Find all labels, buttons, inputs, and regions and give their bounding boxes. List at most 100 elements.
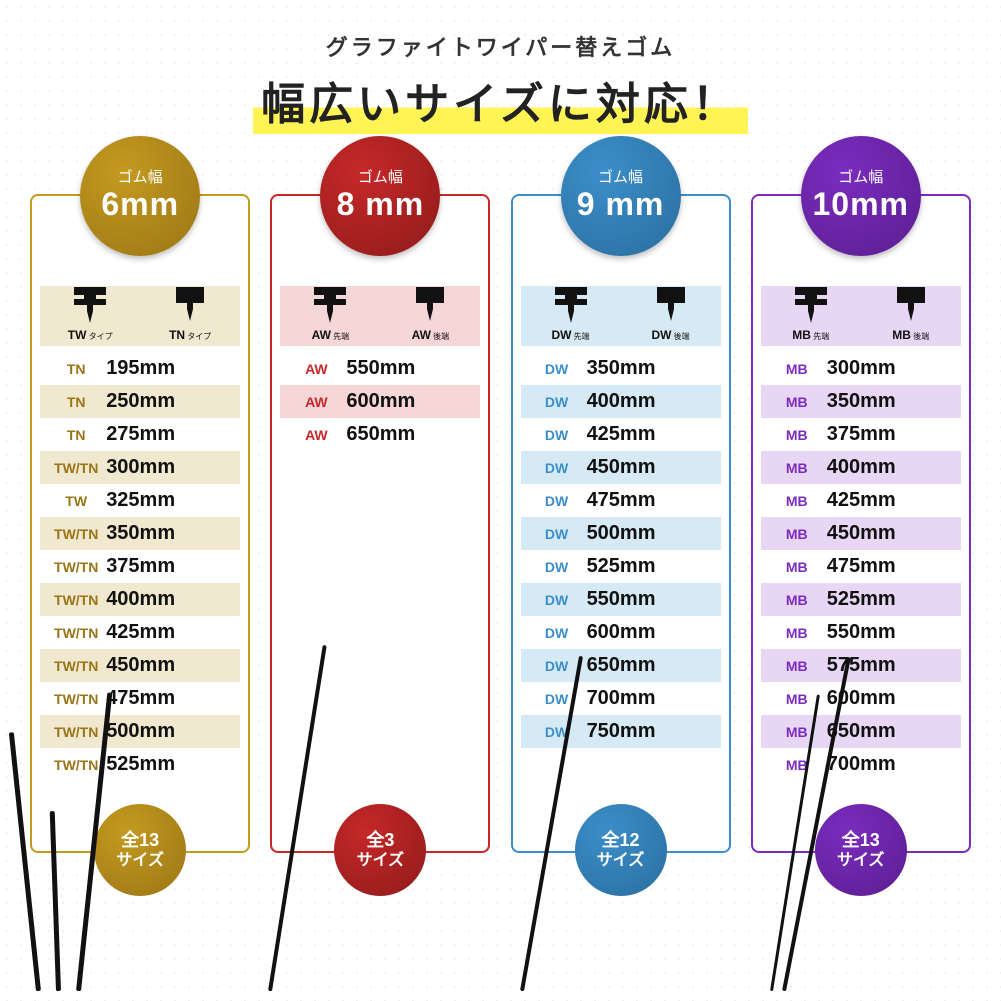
size-row: DW600mm: [521, 616, 721, 649]
count-sub: サイズ: [94, 851, 186, 870]
profile-shapes: MB 先端MB 後端: [761, 286, 961, 346]
size-row: TW/TN300mm: [40, 451, 240, 484]
size-row: MB300mm: [761, 352, 961, 385]
shape-label: DW 後端: [621, 328, 721, 342]
size-row: DW650mm: [521, 649, 721, 682]
row-prefix: MB: [767, 427, 827, 443]
row-value: 550mm: [587, 588, 715, 611]
row-value: 450mm: [587, 456, 715, 479]
row-value: 600mm: [827, 687, 955, 710]
size-row: DW750mm: [521, 715, 721, 748]
size-rows: TN195mmTN250mmTN275mmTW/TN300mmTW325mmTW…: [40, 352, 240, 781]
row-prefix: MB: [767, 394, 827, 410]
count-sub: サイズ: [815, 851, 907, 870]
width-badge: ゴム幅6mm: [80, 136, 200, 256]
row-value: 400mm: [106, 588, 234, 611]
profile-shape: DW 先端: [521, 285, 621, 342]
row-value: 425mm: [106, 621, 234, 644]
size-row: DW550mm: [521, 583, 721, 616]
size-rows: AW550mmAW600mmAW650mm: [280, 352, 480, 451]
row-value: 475mm: [587, 489, 715, 512]
row-prefix: DW: [527, 427, 587, 443]
row-prefix: TW: [46, 493, 106, 509]
row-prefix: TW/TN: [46, 691, 106, 707]
size-row: AW600mm: [280, 385, 480, 418]
shape-label: MB 先端: [761, 328, 861, 342]
row-value: 525mm: [827, 588, 955, 611]
row-prefix: TW/TN: [46, 592, 106, 608]
profile-shape: MB 後端: [861, 285, 961, 342]
size-row: MB475mm: [761, 550, 961, 583]
row-value: 250mm: [106, 390, 234, 413]
size-row: MB400mm: [761, 451, 961, 484]
size-row: DW500mm: [521, 517, 721, 550]
row-value: 450mm: [106, 654, 234, 677]
row-prefix: DW: [527, 394, 587, 410]
size-column: ゴム幅8 mmAW 先端AW 後端AW550mmAW600mmAW650mm全3…: [270, 194, 490, 853]
row-value: 650mm: [587, 654, 715, 677]
row-prefix: MB: [767, 724, 827, 740]
badge-size: 9 mm: [561, 186, 681, 223]
count-badge: 全3サイズ: [334, 804, 426, 896]
size-row: DW425mm: [521, 418, 721, 451]
row-prefix: MB: [767, 658, 827, 674]
row-prefix: TW/TN: [46, 559, 106, 575]
row-prefix: DW: [527, 724, 587, 740]
size-column: ゴム幅10mmMB 先端MB 後端MB300mmMB350mmMB375mmMB…: [751, 194, 971, 853]
row-value: 475mm: [827, 555, 955, 578]
row-prefix: TN: [46, 361, 106, 377]
row-prefix: TW/TN: [46, 526, 106, 542]
count: 全12: [575, 830, 667, 852]
row-value: 425mm: [587, 423, 715, 446]
badge-label: ゴム幅: [320, 169, 440, 186]
row-prefix: DW: [527, 691, 587, 707]
row-prefix: TN: [46, 427, 106, 443]
row-value: 700mm: [827, 753, 955, 776]
row-value: 195mm: [106, 357, 234, 380]
profile-shape: DW 後端: [621, 285, 721, 342]
size-row: TN275mm: [40, 418, 240, 451]
row-prefix: DW: [527, 526, 587, 542]
size-row: DW525mm: [521, 550, 721, 583]
shape-label: TN タイプ: [140, 328, 240, 342]
size-row: DW350mm: [521, 352, 721, 385]
size-row: MB525mm: [761, 583, 961, 616]
header: グラファイトワイパー替えゴム 幅広いサイズに対応！: [0, 0, 1001, 134]
row-value: 700mm: [587, 687, 715, 710]
count-sub: サイズ: [334, 851, 426, 870]
row-value: 525mm: [106, 753, 234, 776]
row-value: 375mm: [106, 555, 234, 578]
row-prefix: MB: [767, 493, 827, 509]
row-value: 450mm: [827, 522, 955, 545]
subtitle: グラファイトワイパー替えゴム: [0, 30, 1001, 62]
size-row: DW400mm: [521, 385, 721, 418]
count-sub: サイズ: [575, 851, 667, 870]
shape-label: AW 後端: [380, 328, 480, 342]
row-value: 550mm: [346, 357, 474, 380]
size-row: TN195mm: [40, 352, 240, 385]
row-value: 350mm: [587, 357, 715, 380]
size-row: TW/TN400mm: [40, 583, 240, 616]
count: 全13: [94, 830, 186, 852]
row-prefix: TW/TN: [46, 658, 106, 674]
badge-size: 6mm: [80, 186, 200, 223]
count-badge: 全13サイズ: [815, 804, 907, 896]
profile-shapes: TW タイプTN タイプ: [40, 286, 240, 346]
size-row: MB550mm: [761, 616, 961, 649]
profile-shapes: DW 先端DW 後端: [521, 286, 721, 346]
size-row: TW325mm: [40, 484, 240, 517]
row-prefix: DW: [527, 592, 587, 608]
row-value: 300mm: [827, 357, 955, 380]
row-prefix: DW: [527, 625, 587, 641]
size-row: MB425mm: [761, 484, 961, 517]
row-value: 300mm: [106, 456, 234, 479]
size-row: MB575mm: [761, 649, 961, 682]
row-prefix: DW: [527, 559, 587, 575]
row-prefix: TW/TN: [46, 757, 106, 773]
row-value: 550mm: [827, 621, 955, 644]
size-row: DW700mm: [521, 682, 721, 715]
count-badge: 全12サイズ: [575, 804, 667, 896]
title: 幅広いサイズに対応！: [253, 68, 748, 134]
size-row: DW475mm: [521, 484, 721, 517]
row-value: 650mm: [346, 423, 474, 446]
